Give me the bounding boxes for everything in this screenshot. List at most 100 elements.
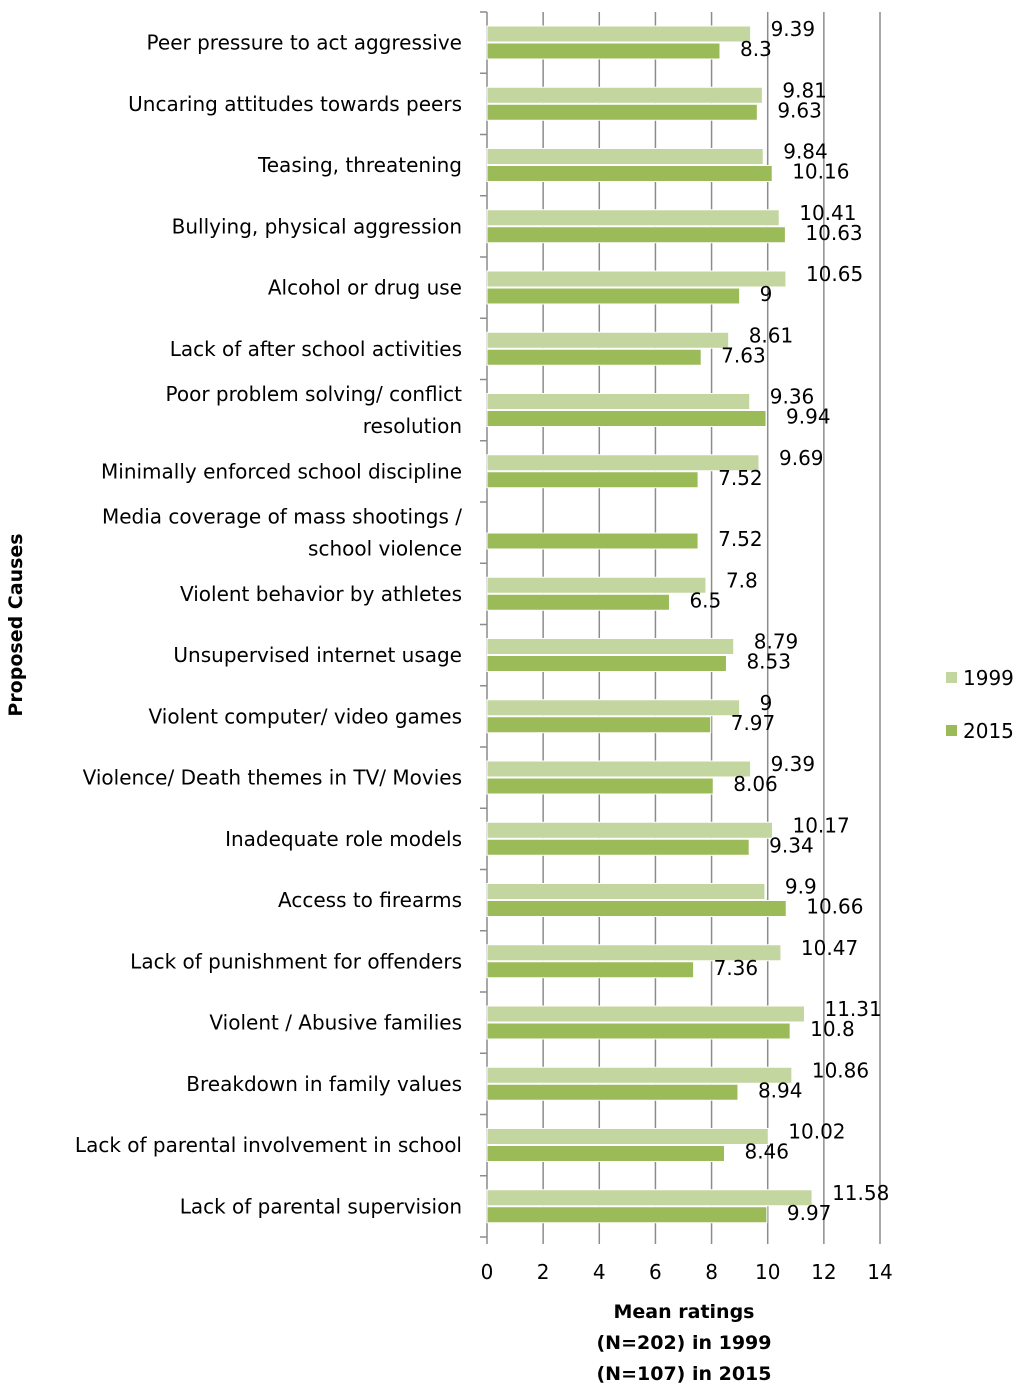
y-tick-label: Lack of punishment for offenders: [130, 949, 462, 973]
y-tick-label: Lack of parental involvement in school: [75, 1133, 462, 1157]
x-tick-label: 6: [649, 1260, 662, 1284]
y-axis-title: Proposed Causes: [5, 533, 27, 716]
value-label: 9: [760, 282, 773, 306]
bar: [486, 270, 787, 288]
value-label: 10.8: [810, 1017, 855, 1041]
value-label: 9.84: [783, 140, 828, 164]
bar: [486, 821, 773, 839]
value-label: 10.86: [812, 1058, 869, 1082]
bar: [486, 1066, 793, 1084]
bar: [486, 471, 699, 489]
x-tick-label: 4: [593, 1260, 606, 1284]
y-tick-label: Breakdown in family values: [186, 1072, 462, 1096]
x-tick-label: 0: [481, 1260, 494, 1284]
y-tick-label: Poor problem solving/ conflict resolution: [166, 382, 463, 438]
value-label: 7.63: [721, 343, 766, 367]
value-label: 10.47: [801, 936, 858, 960]
value-label: 8.46: [744, 1140, 789, 1164]
y-tick-label: Violent behavior by athletes: [180, 582, 462, 606]
value-label: 7.52: [718, 466, 763, 490]
x-tick-label: 12: [811, 1260, 836, 1284]
value-label: 9.97: [787, 1201, 832, 1225]
bar: [486, 1206, 768, 1224]
value-label: 10.17: [792, 813, 849, 837]
bar: [486, 148, 764, 165]
y-tick-label: Teasing, threatening: [257, 153, 462, 177]
bar: [486, 961, 695, 979]
value-label: 7.97: [731, 711, 776, 735]
y-tick-label: Uncaring attitudes towards peers: [128, 92, 462, 116]
value-label: 7.36: [714, 956, 759, 980]
value-label: 7.8: [726, 568, 758, 592]
bar: [486, 1128, 769, 1145]
value-label: 11.58: [832, 1181, 889, 1205]
y-tick-label: Unsupervised internet usage: [173, 643, 462, 667]
bar: [486, 331, 730, 349]
value-label: 9.36: [770, 385, 815, 409]
y-tick-label: Violent computer/ video games: [149, 704, 462, 728]
y-tick-label: Lack of after school activities: [170, 337, 462, 361]
bar: [486, 638, 735, 655]
value-label: 10.41: [799, 201, 856, 225]
bar: [486, 1022, 791, 1040]
bar: [486, 655, 727, 672]
bar: [486, 944, 782, 962]
value-label: 9.94: [786, 405, 831, 429]
y-tick-label: Alcohol or drug use: [268, 276, 462, 300]
value-label: 8.3: [740, 37, 772, 61]
bar: [486, 532, 699, 550]
value-label: 9.34: [769, 833, 814, 857]
bar: [486, 226, 786, 244]
bar: [486, 593, 670, 611]
bar: [486, 103, 758, 121]
bar: [486, 1145, 725, 1162]
legend-label: 1999: [963, 666, 1014, 690]
value-label: 8.61: [749, 323, 794, 347]
value-label: 9.63: [777, 98, 822, 122]
value-label: 9: [760, 691, 773, 715]
bar: [486, 393, 751, 410]
value-label: 10.02: [788, 1120, 845, 1144]
value-label: 9.9: [785, 875, 817, 899]
x-tick-label: 8: [705, 1260, 718, 1284]
value-label: 8.53: [746, 650, 791, 674]
y-tick-label: Lack of parental supervision: [180, 1194, 462, 1218]
y-tick-label: Bullying, physical aggression: [172, 214, 462, 238]
bar: [486, 777, 714, 795]
bar: [486, 760, 752, 778]
value-label: 9.69: [779, 446, 824, 470]
legend-swatch: [946, 725, 957, 736]
value-label: 9.39: [771, 17, 816, 41]
bar: [486, 1083, 739, 1101]
value-label: 8.94: [758, 1078, 803, 1102]
x-axis-title: Mean ratings (N=202) in 1999 (N=107) in 20…: [597, 1301, 772, 1385]
value-label: 11.31: [824, 997, 881, 1021]
bar: [486, 454, 760, 472]
y-tick-label: Peer pressure to act aggressive: [147, 31, 462, 55]
bar: [486, 838, 750, 856]
y-tick-label: Access to firearms: [278, 888, 462, 912]
value-label: 9.81: [782, 78, 827, 102]
bar: [486, 883, 766, 900]
value-label: 6.5: [689, 588, 721, 612]
x-tick-label: 2: [537, 1260, 550, 1284]
bar: [486, 1189, 813, 1207]
value-label: 8.06: [733, 772, 778, 796]
bar: [486, 25, 752, 43]
value-label: 9.39: [771, 752, 816, 776]
bar: [486, 576, 707, 594]
bar: [486, 716, 712, 734]
bar: [486, 209, 780, 227]
bar: [486, 287, 741, 305]
bar: [486, 42, 721, 60]
value-label: 8.79: [754, 630, 799, 654]
x-tick-label: 10: [755, 1260, 780, 1284]
bar: [486, 86, 763, 104]
bar: [486, 410, 767, 427]
value-label: 10.16: [792, 160, 849, 184]
value-label: 7.52: [718, 527, 763, 551]
bar: [486, 699, 741, 717]
bar: [486, 348, 702, 366]
bar: [486, 1005, 805, 1023]
